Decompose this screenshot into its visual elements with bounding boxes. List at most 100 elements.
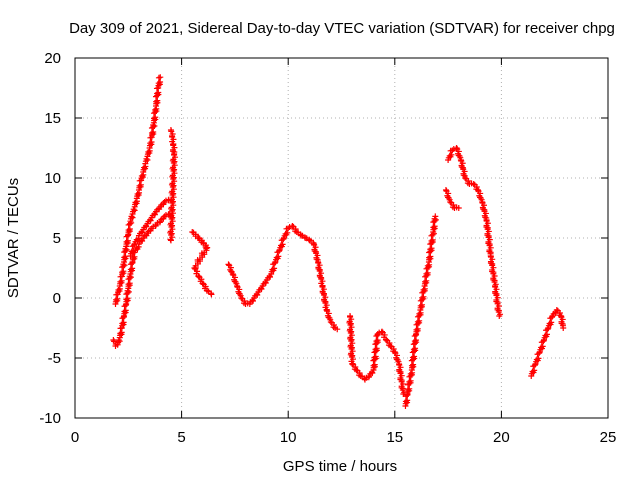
data-point-fill — [531, 362, 538, 369]
data-point-fill — [411, 353, 418, 360]
data-point-fill — [123, 296, 130, 303]
axis-ticks — [74, 57, 609, 419]
data-point — [204, 244, 211, 251]
data-point — [353, 367, 360, 373]
data-point-fill — [371, 354, 378, 361]
data-point — [191, 265, 198, 271]
x-tick-label: 5 — [177, 429, 185, 446]
data-point-fill — [154, 90, 161, 97]
data-point-fill — [279, 241, 286, 248]
data-point-fill — [536, 350, 543, 357]
y-tick-label: 15 — [44, 110, 61, 127]
data-point — [560, 325, 567, 331]
data-point-fill — [429, 236, 436, 243]
data-point-fill — [126, 226, 133, 232]
data-point-fill — [404, 397, 411, 404]
data-point-fill — [284, 229, 291, 236]
data-point-fill — [431, 223, 438, 230]
data-point — [453, 145, 460, 151]
data-point-fill — [407, 370, 414, 377]
chart-title: Day 309 of 2021, Sidereal Day-to-day VTE… — [69, 20, 615, 37]
y-tick-label: 20 — [44, 50, 61, 67]
data-point-fill — [153, 98, 160, 105]
data-point-fill — [371, 361, 378, 368]
data-point — [334, 326, 341, 333]
data-point-fill — [416, 310, 423, 317]
data-point-fill — [313, 256, 320, 263]
data-point-fill — [374, 337, 381, 344]
data-point — [462, 175, 469, 181]
data-point — [387, 343, 394, 349]
data-points — [110, 74, 567, 409]
data-point — [157, 74, 164, 81]
y-tick-label: -10 — [39, 410, 61, 427]
y-tick-label: 10 — [44, 170, 61, 187]
data-point-fill — [373, 345, 380, 352]
data-point — [229, 271, 236, 277]
data-point-fill — [152, 106, 159, 113]
data-point-fill — [408, 362, 415, 369]
data-point — [167, 237, 174, 244]
data-point-fill — [169, 148, 176, 155]
data-point-fill — [548, 314, 555, 321]
data-point — [447, 199, 454, 205]
data-point-fill — [531, 367, 538, 374]
y-tick-label: 5 — [53, 230, 61, 247]
data-point — [474, 187, 481, 193]
data-point-fill — [131, 242, 138, 249]
data-point-fill — [271, 265, 278, 272]
data-point — [195, 273, 202, 280]
data-point-fill — [430, 224, 437, 231]
data-point-fill — [373, 338, 380, 345]
data-point-fill — [413, 337, 420, 344]
x-tick-label: 20 — [493, 429, 510, 446]
data-point-fill — [427, 253, 434, 260]
data-point-fill — [154, 97, 161, 104]
data-point-fill — [121, 308, 128, 315]
y-axis-label: SDTVAR / TECUs — [5, 178, 22, 298]
data-point-fill — [402, 398, 409, 405]
data-point — [379, 328, 386, 335]
data-point-fill — [544, 326, 551, 333]
y-tick-label: 0 — [53, 290, 61, 307]
data-point-fill — [152, 114, 159, 121]
x-tick-label: 10 — [280, 429, 297, 446]
data-point — [383, 337, 390, 343]
data-point — [442, 187, 449, 193]
data-point — [455, 205, 462, 211]
data-point — [432, 213, 439, 220]
data-point-fill — [410, 346, 417, 353]
data-point-fill — [539, 343, 546, 350]
data-point — [238, 295, 245, 301]
data-point-fill — [426, 254, 433, 261]
data-point-fill — [155, 80, 162, 87]
data-point — [199, 280, 206, 287]
data-point-fill — [370, 362, 377, 369]
data-point-fill — [127, 266, 134, 273]
data-point-fill — [120, 319, 127, 326]
data-point-fill — [372, 346, 379, 353]
data-point-fill — [428, 237, 435, 244]
data-point-fill — [280, 236, 287, 243]
data-point-fill — [155, 74, 162, 81]
data-point-fill — [271, 260, 278, 267]
x-axis-label: GPS time / hours — [283, 458, 397, 475]
data-point-fill — [411, 338, 418, 345]
data-point-fill — [125, 227, 132, 234]
grid-lines — [75, 58, 608, 418]
data-point-fill — [535, 355, 542, 362]
data-point — [391, 349, 398, 355]
data-point-fill — [548, 319, 555, 326]
data-point-fill — [428, 245, 435, 252]
data-point-fill — [275, 253, 282, 260]
data-point — [234, 283, 241, 289]
data-point — [553, 307, 560, 313]
data-point-fill — [424, 262, 431, 269]
data-point-fill — [372, 353, 379, 360]
axis-tick-labels: 0 5 10 15 20 25 -10 -5 0 5 10 15 20 — [39, 50, 616, 446]
data-point-fill — [123, 238, 130, 245]
data-point-fill — [543, 331, 550, 338]
data-point-fill — [147, 140, 154, 147]
data-point-fill — [276, 248, 283, 255]
